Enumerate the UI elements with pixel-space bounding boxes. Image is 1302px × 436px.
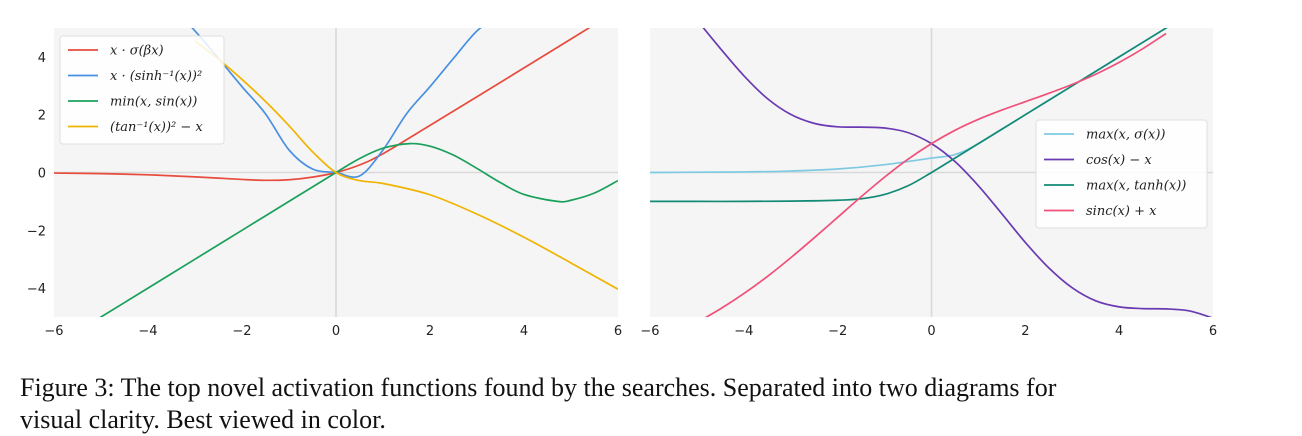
x-tick-label: 2 bbox=[426, 324, 434, 339]
legend-box bbox=[59, 35, 225, 145]
x-tick-label: −6 bbox=[44, 324, 63, 339]
x-tick-label: −2 bbox=[828, 324, 847, 339]
legend-label-max-x-x: max(x, σ(x)) bbox=[1086, 128, 1166, 143]
x-tick-label: 6 bbox=[1209, 324, 1217, 339]
x-tick-label: −2 bbox=[232, 324, 251, 339]
caption-line-2: visual clarity. Best viewed in color. bbox=[20, 405, 386, 434]
right-series-group bbox=[650, 28, 1213, 317]
caption-line-1: Figure 3: The top novel activation funct… bbox=[20, 373, 1057, 402]
y-tick-label: −4 bbox=[27, 282, 46, 297]
x-tick-label: 2 bbox=[1021, 324, 1029, 339]
y-tick-label: −2 bbox=[27, 224, 46, 239]
series-line-cos-x-x bbox=[702, 28, 1213, 317]
x-tick-label: −4 bbox=[138, 324, 157, 339]
figure: −6 −4 −2 0 2 4 6 −4 −2 0 2 4 x · σ(βx) x · (sinh⁻¹(… bbox=[27, 28, 1217, 339]
right-chart: −6 −4 −2 0 2 4 6 max(x, σ(x))cos(x) − xmax(x, … bbox=[640, 28, 1217, 339]
x-tick-label: 4 bbox=[1115, 324, 1123, 339]
figure-caption: Figure 3: The top novel activation funct… bbox=[20, 372, 1290, 436]
x-tick-label: 6 bbox=[614, 324, 622, 339]
legend-label-sinc-x-x: sinc(x) + x bbox=[1086, 204, 1157, 219]
y-tick-label: 4 bbox=[38, 51, 46, 66]
legend-label-x-x: x · σ(βx) bbox=[110, 44, 164, 59]
x-tick-label: 0 bbox=[332, 324, 340, 339]
x-tick-label: 0 bbox=[927, 324, 935, 339]
series-line-min-x-sin-x bbox=[99, 142, 618, 317]
legend-label-cos-x-x: cos(x) − x bbox=[1086, 153, 1152, 168]
left-legend: x · σ(βx) x · (sinh⁻¹(x))² min(x, sin(x)) (… bbox=[59, 35, 225, 145]
legend-label-min-x-sin-x: min(x, sin(x)) bbox=[110, 95, 197, 110]
legend-label-x-sinh-x: x · (sinh⁻¹(x))² bbox=[110, 69, 202, 84]
series-line-x-sinh-x bbox=[191, 28, 482, 179]
legend-label-max-x-tanh-x: max(x, tanh(x)) bbox=[1086, 179, 1186, 194]
x-tick-label: −4 bbox=[734, 324, 753, 339]
series-line-x-x bbox=[54, 28, 591, 182]
legend-label-tan-x-x: (tan⁻¹(x))² − x bbox=[110, 120, 203, 135]
legend-box bbox=[1035, 119, 1208, 229]
y-tick-label: 0 bbox=[38, 167, 46, 182]
left-chart: −6 −4 −2 0 2 4 6 −4 −2 0 2 4 x · σ(βx) x · (sinh⁻¹(… bbox=[27, 28, 622, 339]
left-x-ticks: −6 −4 −2 0 2 4 6 bbox=[44, 324, 622, 339]
right-legend: max(x, σ(x)) cos(x) − x max(x, tanh(x)) sin… bbox=[1035, 119, 1208, 229]
series-line-max-x-tanh-x bbox=[650, 28, 1168, 203]
x-tick-label: −6 bbox=[640, 324, 659, 339]
y-tick-label: 2 bbox=[38, 109, 46, 124]
right-x-ticks: −6 −4 −2 0 2 4 6 bbox=[640, 324, 1217, 339]
x-tick-label: 4 bbox=[520, 324, 528, 339]
left-series-group bbox=[54, 28, 618, 317]
left-y-ticks: −4 −2 0 2 4 bbox=[27, 51, 46, 297]
series-line-sinc-x-x bbox=[704, 32, 1167, 317]
series-line-tan-x-x bbox=[194, 40, 618, 291]
